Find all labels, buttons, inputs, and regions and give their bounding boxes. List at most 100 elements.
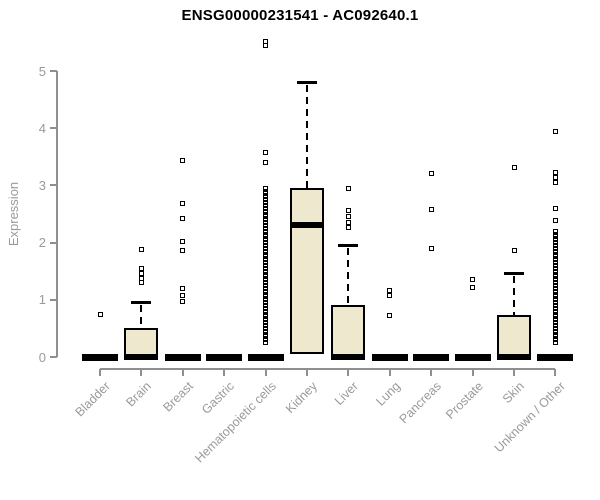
- median-line: [290, 221, 324, 228]
- outlier-point: [263, 38, 269, 44]
- outlier-point: [552, 231, 558, 237]
- x-axis-tick: [471, 369, 474, 376]
- outlier-point: [552, 274, 558, 280]
- outlier-point: [263, 340, 269, 346]
- outlier-point: [387, 288, 393, 294]
- outlier-point: [138, 270, 144, 276]
- collapsed-box: [164, 353, 201, 361]
- outlier-point: [180, 299, 186, 305]
- outlier-point: [263, 328, 269, 334]
- outlier-point: [552, 180, 558, 186]
- outlier-point: [138, 246, 144, 252]
- outlier-point: [552, 248, 558, 254]
- collapsed-box: [454, 353, 491, 361]
- outlier-point: [263, 234, 269, 240]
- outlier-point: [552, 311, 558, 317]
- y-tick-label: 5: [38, 63, 46, 79]
- outlier-point: [263, 251, 269, 257]
- outlier-point: [552, 262, 558, 268]
- outlier-point: [552, 277, 558, 283]
- outlier-point: [552, 218, 558, 224]
- outlier-point: [263, 280, 269, 286]
- upper-whisker: [347, 248, 350, 305]
- outlier-point: [263, 237, 269, 243]
- outlier-point: [387, 313, 393, 319]
- outlier-point: [552, 303, 558, 309]
- y-axis-tick: [50, 70, 57, 72]
- outlier-point: [511, 164, 517, 170]
- outlier-point: [552, 265, 558, 271]
- outlier-point: [263, 317, 269, 323]
- x-axis-tick: [513, 369, 515, 376]
- outlier-point: [552, 242, 558, 248]
- outlier-point: [263, 242, 269, 248]
- outlier-point: [552, 254, 558, 260]
- upper-whisker: [306, 84, 308, 189]
- outlier-point: [263, 185, 269, 191]
- outlier-point: [552, 240, 558, 246]
- outlier-point: [263, 240, 269, 246]
- box: [497, 315, 531, 357]
- outlier-point: [263, 294, 269, 300]
- outlier-point: [552, 271, 558, 277]
- outlier-point: [552, 268, 558, 274]
- y-axis-label: Expression: [6, 181, 21, 247]
- outlier-point: [552, 257, 558, 263]
- outlier-point: [263, 274, 269, 280]
- outlier-point: [552, 228, 558, 234]
- outlier-point: [470, 277, 476, 283]
- box: [124, 328, 159, 357]
- outlier-point: [263, 283, 269, 288]
- outlier-point: [345, 225, 351, 231]
- y-axis-tick: [50, 241, 57, 244]
- outlier-point: [263, 202, 269, 208]
- outlier-point: [345, 208, 351, 214]
- outlier-point: [263, 297, 269, 303]
- y-axis-line: [56, 71, 58, 357]
- outlier-point: [552, 128, 558, 134]
- x-axis-line: [100, 368, 556, 370]
- outlier-point: [263, 303, 269, 309]
- outlier-point: [263, 260, 269, 266]
- outlier-point: [552, 251, 558, 257]
- outlier-point: [263, 231, 269, 237]
- outlier-point: [511, 247, 517, 253]
- x-axis-tick: [181, 369, 184, 376]
- outlier-point: [552, 237, 558, 243]
- outlier-point: [263, 43, 269, 49]
- outlier-point: [470, 284, 476, 290]
- outlier-point: [263, 334, 269, 340]
- collapsed-box: [537, 353, 574, 361]
- outlier-point: [180, 285, 186, 291]
- outlier-point: [552, 288, 558, 294]
- outlier-point: [263, 214, 269, 220]
- collapsed-box: [82, 353, 118, 361]
- x-axis-tick: [223, 369, 226, 376]
- collapsed-box: [371, 353, 408, 361]
- x-axis-tick: [554, 369, 557, 376]
- y-axis-tick: [50, 356, 57, 358]
- outlier-point: [552, 331, 558, 337]
- outlier-point: [138, 280, 144, 286]
- outlier-point: [180, 238, 186, 244]
- outlier-point: [263, 220, 269, 226]
- outlier-point: [180, 201, 186, 207]
- outlier-point: [263, 208, 269, 214]
- collapsed-box: [247, 353, 284, 361]
- outlier-point: [345, 185, 351, 191]
- box: [331, 304, 366, 357]
- y-tick-label: 4: [38, 120, 46, 136]
- x-axis-tick: [306, 369, 308, 376]
- outlier-point: [552, 170, 558, 176]
- outlier-point: [263, 277, 269, 283]
- outlier-point: [263, 300, 269, 306]
- outlier-point: [552, 323, 558, 329]
- outlier-point: [263, 285, 269, 291]
- outlier-point: [552, 334, 558, 340]
- outlier-point: [263, 305, 269, 311]
- outlier-point: [552, 337, 558, 343]
- outlier-point: [263, 205, 269, 211]
- outlier-point: [263, 331, 269, 337]
- chart-title: ENSG00000231541 - AC092640.1: [181, 7, 419, 24]
- outlier-point: [552, 308, 558, 314]
